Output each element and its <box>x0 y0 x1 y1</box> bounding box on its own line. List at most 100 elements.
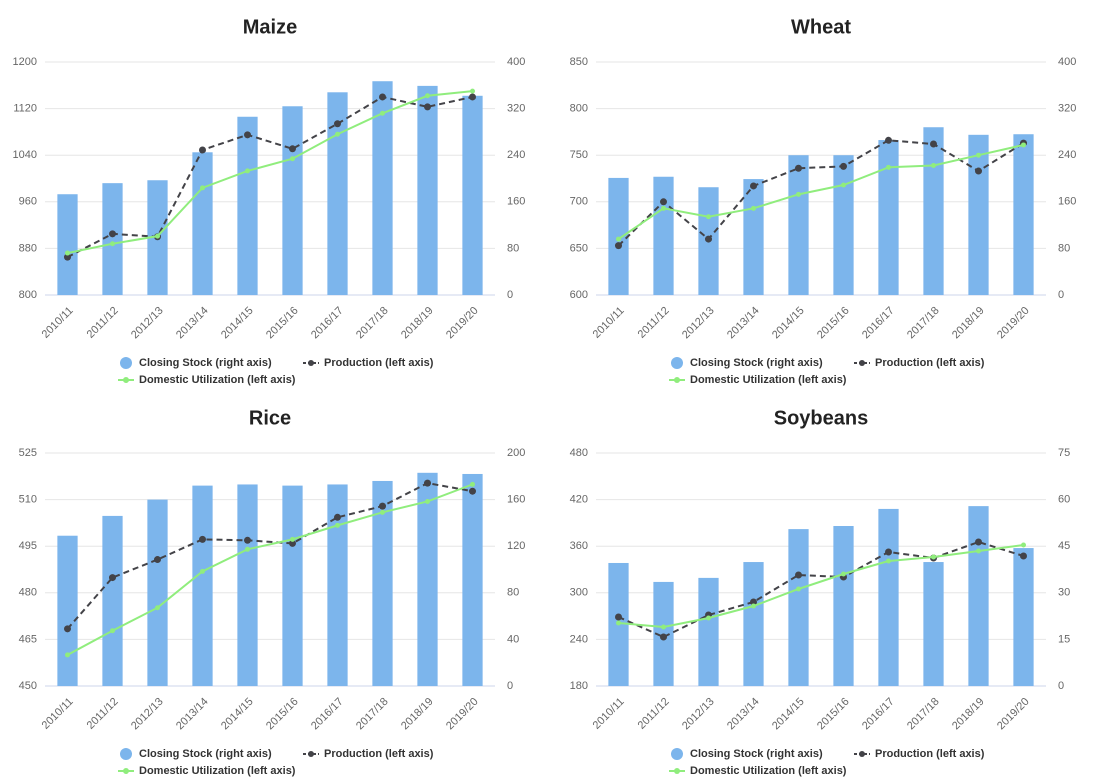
legend-label[interactable]: Production (left axis) <box>324 748 434 760</box>
marker <box>64 625 71 633</box>
chart: Wheat 600 650 700 750 800 850 0 80 160 240 320 400 20… <box>570 16 1077 386</box>
marker <box>244 131 251 139</box>
marker <box>154 556 161 564</box>
marker <box>109 230 116 238</box>
bar <box>372 480 393 686</box>
marker <box>289 539 296 547</box>
marker <box>1020 552 1027 560</box>
legend-symbol <box>674 377 680 383</box>
legend-symbol <box>120 357 132 369</box>
x-tick-label: 2011/12 <box>636 696 672 732</box>
legend-symbol <box>308 360 314 366</box>
bar <box>923 127 944 296</box>
marker <box>976 548 981 554</box>
y2-tick-label: 0 <box>507 289 513 301</box>
marker <box>660 198 667 206</box>
marker <box>335 131 340 137</box>
y-tick-label: 1120 <box>13 103 37 115</box>
marker <box>334 120 341 128</box>
y2-tick-label: 15 <box>1058 633 1070 645</box>
bar <box>192 152 213 295</box>
x-tick-label: 2018/19 <box>950 305 987 342</box>
bar <box>788 155 809 295</box>
legend-label[interactable]: Closing Stock (right axis) <box>139 357 272 369</box>
x-tick-label: 2016/17 <box>309 305 346 342</box>
x-tick-label: 2015/16 <box>815 305 852 342</box>
y2-tick-label: 80 <box>507 587 519 599</box>
legend-label[interactable]: Closing Stock (right axis) <box>690 748 823 760</box>
y-tick-label: 750 <box>570 149 588 161</box>
marker <box>796 586 801 592</box>
legend-label[interactable]: Domestic Utilization (left axis) <box>139 765 296 777</box>
legend-symbol <box>123 377 129 383</box>
legend-label[interactable]: Domestic Utilization (left axis) <box>690 765 847 777</box>
y-tick-label: 1040 <box>13 149 37 161</box>
y-tick-label: 300 <box>570 587 588 599</box>
y2-tick-label: 0 <box>1058 680 1064 692</box>
y-tick-label: 850 <box>570 56 588 68</box>
chart-title: Maize <box>243 16 297 38</box>
x-tick-label: 2012/13 <box>680 305 717 342</box>
y2-tick-label: 0 <box>507 680 513 692</box>
bar <box>608 177 629 295</box>
x-tick-label: 2016/17 <box>860 696 897 733</box>
legend-label[interactable]: Production (left axis) <box>875 748 985 760</box>
x-tick-label: 2014/15 <box>770 696 807 733</box>
x-tick-label: 2015/16 <box>815 696 852 733</box>
y2-tick-label: 240 <box>507 149 525 161</box>
y-tick-label: 1200 <box>13 56 37 68</box>
marker <box>379 93 386 101</box>
y2-tick-label: 400 <box>507 56 525 68</box>
y-tick-label: 650 <box>570 242 588 254</box>
y-tick-label: 510 <box>19 494 37 506</box>
bar <box>237 484 258 686</box>
line <box>617 139 1025 247</box>
legend-symbol <box>859 360 865 366</box>
marker <box>200 185 205 191</box>
x-tick-label: 2011/12 <box>85 305 121 341</box>
bar <box>237 116 258 295</box>
legend-label[interactable]: Closing Stock (right axis) <box>139 748 272 760</box>
marker <box>751 205 756 211</box>
marker <box>885 548 892 556</box>
legend-label[interactable]: Closing Stock (right axis) <box>690 357 823 369</box>
bar <box>788 529 809 686</box>
marker <box>975 167 982 175</box>
marker <box>886 164 891 170</box>
bar <box>1013 548 1034 686</box>
x-tick-label: 2010/11 <box>591 696 627 732</box>
legend-symbol <box>859 751 865 757</box>
y-tick-label: 180 <box>570 680 588 692</box>
legend-symbol <box>120 748 132 760</box>
y-tick-label: 495 <box>19 540 37 552</box>
legend-label[interactable]: Production (left axis) <box>324 357 434 369</box>
marker <box>65 652 70 658</box>
legend-label[interactable]: Production (left axis) <box>875 357 985 369</box>
legend-label[interactable]: Domestic Utilization (left axis) <box>690 374 847 386</box>
marker <box>886 558 891 564</box>
bar <box>653 176 674 295</box>
chart: Rice 450 465 480 495 510 525 0 40 80 120 160 200 2010… <box>19 407 526 777</box>
x-tick-label: 2017/18 <box>905 305 942 342</box>
marker <box>424 103 431 111</box>
chart: Maize 800 880 960 1040 1120 1200 0 80 160 240 320 40… <box>13 16 526 386</box>
bar <box>878 508 899 686</box>
bar <box>192 485 213 686</box>
y2-tick-label: 30 <box>1058 587 1070 599</box>
x-tick-label: 2012/13 <box>680 696 717 733</box>
marker <box>65 250 70 256</box>
x-tick-label: 2017/18 <box>354 305 391 342</box>
marker <box>930 140 937 148</box>
x-tick-label: 2015/16 <box>264 696 301 733</box>
marker <box>335 522 340 528</box>
line <box>618 540 1024 639</box>
marker <box>750 598 757 606</box>
bar <box>282 106 303 296</box>
x-tick-label: 2019/20 <box>444 305 481 342</box>
marker <box>425 498 430 504</box>
y-tick-label: 525 <box>19 447 37 459</box>
marker <box>976 152 981 158</box>
bar <box>417 85 438 295</box>
x-tick-label: 2010/11 <box>591 305 627 341</box>
legend-label[interactable]: Domestic Utilization (left axis) <box>139 374 296 386</box>
